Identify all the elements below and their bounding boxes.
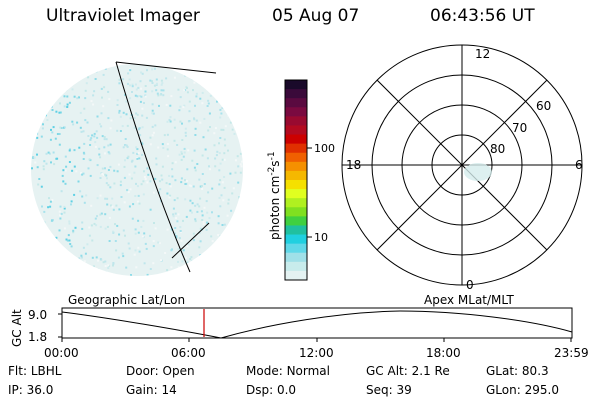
polar-plot	[341, 44, 583, 286]
info-flt: Flt: LBHL	[8, 364, 62, 378]
orbit-altitude-plot	[58, 307, 573, 342]
orbit-xtick-2359: 23:59	[554, 346, 589, 360]
apex-panel-label: Apex MLat/MLT	[424, 293, 514, 307]
mlt-label-right: 6	[575, 158, 583, 172]
colorbar-band	[285, 80, 307, 90]
orbit-xtick-0000: 00:00	[44, 346, 79, 360]
info-glon: GLon: 295.0	[486, 383, 559, 397]
grid-segment	[171, 222, 210, 259]
lat-label-60: 60	[536, 99, 551, 113]
colorbar-band	[285, 143, 307, 154]
time-label: 06:43:56 UT	[430, 6, 535, 26]
mlt-label-left: 18	[346, 158, 361, 172]
orbit-axis-label: GC Alt	[10, 309, 24, 347]
terminator-line	[115, 61, 191, 273]
info-dsp: Dsp: 0.0	[246, 383, 297, 397]
colorbar-band	[285, 198, 307, 208]
info-ip: IP: 36.0	[8, 383, 54, 397]
colorbar-tick-10: 10	[314, 231, 328, 244]
info-glat: GLat: 80.3	[486, 364, 549, 378]
colorbar-band	[285, 116, 307, 126]
orbit-xtick-0600: 06:00	[171, 346, 206, 360]
colorbar-band	[285, 270, 307, 281]
colorbar-band	[285, 125, 307, 136]
orbit-ytick-top: 9.0	[28, 308, 47, 322]
colorbar-tick-100: 100	[314, 142, 335, 155]
auroral-blob	[464, 163, 492, 181]
mlt-label-top: 12	[475, 47, 490, 61]
colorbar-band	[285, 170, 307, 181]
colorbar-band	[285, 261, 307, 272]
info-mode: Mode: Normal	[246, 364, 330, 378]
instrument-title: Ultraviolet Imager	[46, 6, 200, 26]
colorbar-unit-label: photon cm-2s-1	[267, 151, 282, 240]
colorbar	[285, 80, 307, 281]
colorbar-band	[285, 189, 307, 199]
colorbar-band	[285, 225, 307, 236]
info-door: Door: Open	[126, 364, 195, 378]
uv-image-disk	[31, 61, 243, 276]
lat-label-70: 70	[512, 121, 527, 135]
info-gain: Gain: 14	[126, 383, 177, 397]
lat-label-80: 80	[490, 142, 505, 156]
colorbar-band	[285, 107, 307, 117]
colorbar-band	[285, 252, 307, 263]
colorbar-band	[285, 89, 307, 99]
info-gc-alt: GC Alt: 2.1 Re	[366, 364, 450, 378]
colorbar-band	[285, 216, 307, 226]
colorbar-band	[285, 243, 307, 254]
date-label: 05 Aug 07	[272, 6, 360, 26]
info-seq: Seq: 39	[366, 383, 412, 397]
colorbar-band	[285, 207, 307, 217]
colorbar-band	[285, 134, 307, 145]
colorbar-band	[285, 98, 307, 108]
meridian-line	[115, 61, 217, 74]
colorbar-band	[285, 152, 307, 163]
colorbar-band	[285, 161, 307, 172]
mlt-label-bottom: 0	[466, 278, 474, 292]
altitude-curve	[61, 310, 573, 339]
colorbar-band	[285, 234, 307, 245]
colorbar-band	[285, 180, 307, 190]
orbit-xtick-1200: 12:00	[299, 346, 334, 360]
orbit-ytick-bottom: 1.8	[28, 330, 47, 344]
orbit-xtick-1800: 18:00	[426, 346, 461, 360]
geographic-panel-label: Geographic Lat/Lon	[68, 293, 185, 307]
